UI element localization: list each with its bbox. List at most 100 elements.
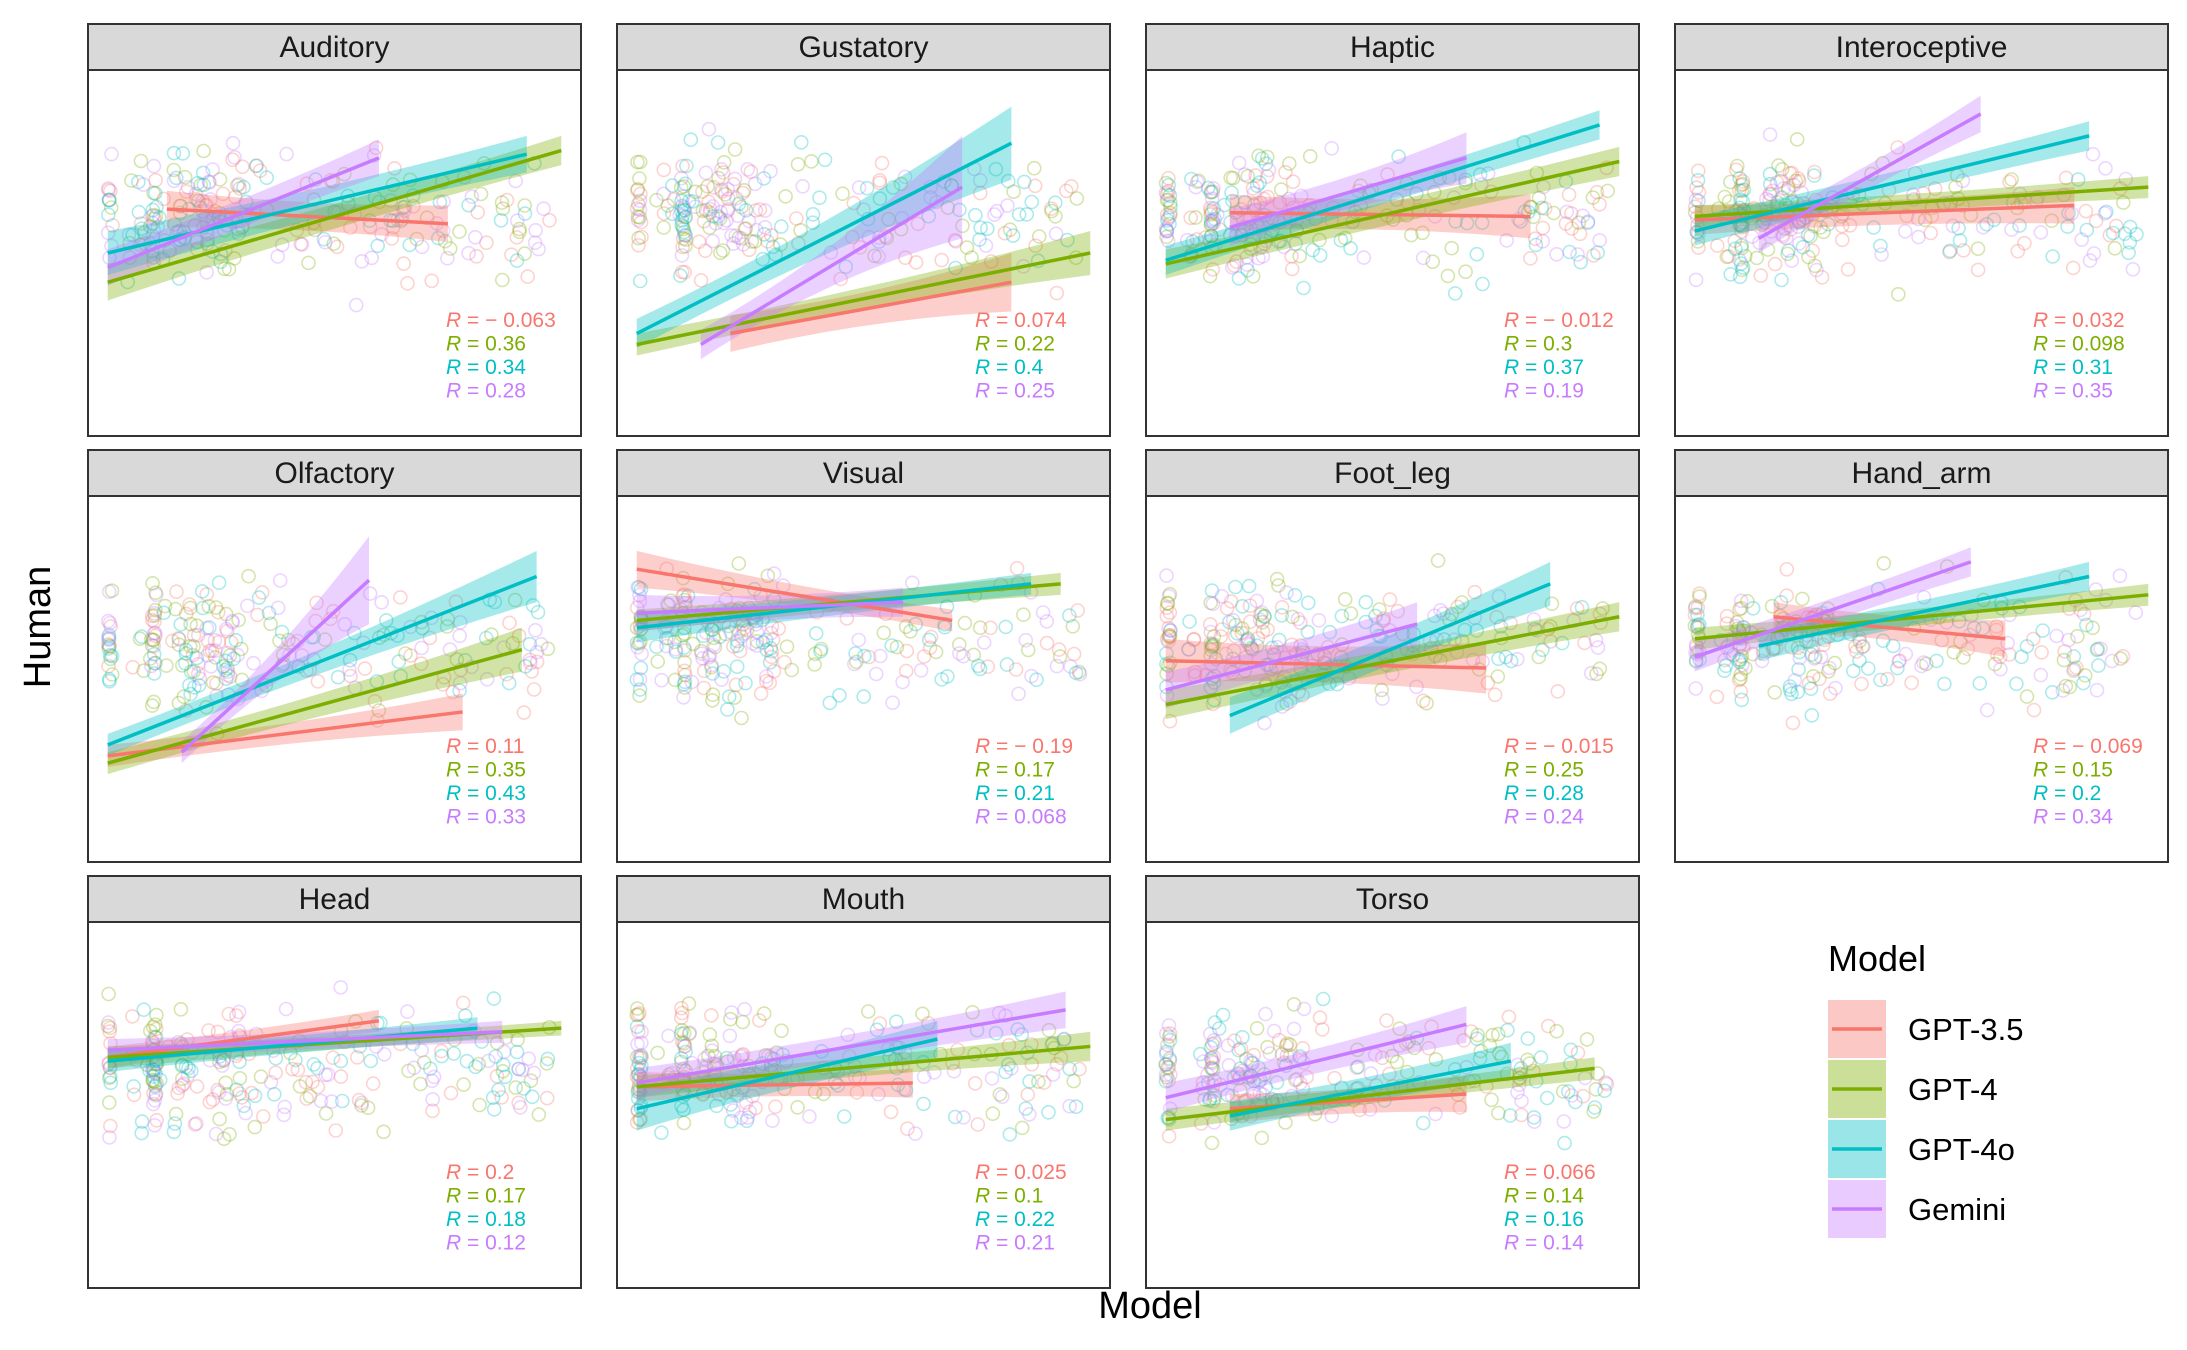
data-point	[768, 1099, 783, 1114]
data-point	[1732, 183, 1747, 198]
data-point	[1692, 617, 1707, 632]
data-point	[1284, 248, 1299, 264]
correlation-label: R = − 0.069	[2033, 735, 2143, 758]
data-point	[1415, 693, 1431, 709]
data-point	[630, 579, 646, 595]
data-point	[727, 690, 742, 705]
data-point	[1375, 1050, 1390, 1066]
data-point	[193, 177, 208, 193]
data-point	[715, 243, 731, 258]
data-point	[1191, 173, 1206, 189]
data-point	[148, 172, 163, 188]
data-point	[1161, 210, 1176, 225]
data-point	[528, 622, 543, 638]
data-point	[400, 1004, 415, 1019]
data-point	[1225, 651, 1241, 667]
data-point	[1590, 640, 1606, 655]
data-point	[149, 1007, 164, 1023]
data-point	[1450, 599, 1466, 615]
data-point	[171, 631, 187, 647]
data-point	[832, 687, 847, 703]
data-point	[208, 643, 223, 659]
data-point	[1537, 201, 1553, 216]
data-point	[144, 638, 160, 653]
data-point	[1734, 224, 1749, 239]
panel-background	[617, 70, 1110, 436]
regression-line	[636, 251, 1091, 347]
data-point	[1271, 578, 1286, 593]
data-point	[101, 192, 117, 208]
data-point	[698, 625, 714, 641]
data-point	[687, 199, 703, 214]
data-point	[1193, 1046, 1208, 1062]
data-point	[413, 656, 429, 672]
data-point	[2116, 195, 2131, 210]
data-point	[2026, 631, 2041, 647]
data-point	[499, 192, 515, 208]
confidence-band	[1165, 602, 1418, 709]
data-point	[1767, 256, 1783, 272]
data-point	[1520, 1052, 1535, 1068]
data-point	[1072, 1061, 1087, 1077]
data-point	[1813, 220, 1828, 235]
data-point	[1161, 184, 1176, 199]
data-point	[195, 165, 211, 181]
data-point	[1890, 140, 1905, 155]
data-point	[1885, 638, 1901, 654]
data-point	[145, 1072, 161, 1088]
data-point	[731, 230, 747, 245]
panel-border	[1674, 69, 2169, 437]
data-point	[326, 236, 342, 251]
data-point	[1407, 1040, 1422, 1056]
data-point	[516, 1081, 532, 1096]
data-point	[1803, 681, 1819, 697]
correlation-label: R = 0.34	[2033, 806, 2113, 829]
data-point	[716, 215, 732, 231]
data-point	[142, 219, 158, 234]
data-point	[217, 261, 232, 277]
data-point	[739, 1113, 755, 1129]
data-point	[871, 1086, 886, 1102]
data-point	[365, 1076, 381, 1091]
regression-line	[166, 207, 448, 226]
data-point	[328, 1123, 344, 1138]
data-point	[101, 638, 117, 654]
data-point	[1159, 631, 1175, 647]
data-point	[1569, 601, 1585, 616]
data-point	[720, 182, 736, 197]
data-point	[677, 1038, 693, 1054]
data-point	[1204, 639, 1220, 655]
data-point	[934, 672, 950, 687]
data-point	[1186, 631, 1202, 647]
data-point	[228, 632, 244, 648]
data-point	[1688, 652, 1704, 668]
data-point	[122, 235, 137, 251]
data-point	[1892, 653, 1907, 669]
data-point	[1225, 612, 1241, 628]
confidence-band	[636, 550, 953, 632]
confidence-band	[107, 693, 463, 767]
data-point	[213, 246, 229, 262]
data-point	[634, 1050, 649, 1065]
data-point	[456, 1077, 471, 1092]
data-point	[175, 146, 191, 161]
data-point	[317, 632, 333, 647]
data-point	[822, 695, 838, 711]
data-point	[748, 617, 764, 632]
data-point	[102, 615, 118, 631]
data-point	[147, 1093, 163, 1108]
data-point	[517, 206, 533, 221]
data-point	[238, 194, 254, 210]
correlation-label: R = 0.4	[975, 356, 1044, 379]
data-point	[747, 234, 763, 249]
data-point	[183, 664, 199, 679]
data-point	[148, 1021, 164, 1037]
data-point	[1257, 609, 1272, 625]
data-point	[1733, 192, 1748, 207]
data-point	[1158, 175, 1174, 191]
data-point	[1044, 201, 1059, 216]
data-point	[394, 211, 410, 227]
data-point	[1876, 555, 1892, 571]
data-point	[100, 1018, 116, 1034]
